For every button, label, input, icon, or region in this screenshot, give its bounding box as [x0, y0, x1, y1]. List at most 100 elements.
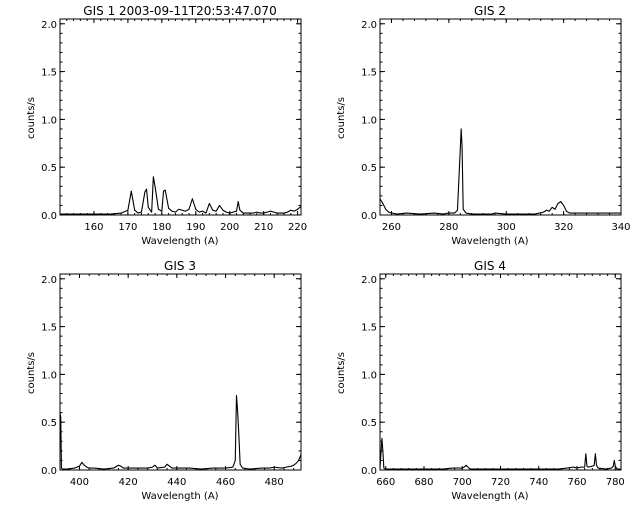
data-point: [261, 467, 263, 469]
x-tick-label: 660: [376, 477, 395, 488]
data-point: [557, 468, 559, 470]
data-point: [293, 210, 295, 212]
plot-area: 260 280 300 320 340 0.0 0.5 1.0 1.5 2.0: [361, 18, 631, 233]
spectrum-line: [379, 437, 621, 470]
y-tick-label: 0.5: [361, 163, 377, 174]
data-point: [237, 201, 239, 203]
data-point: [404, 468, 406, 470]
data-point: [225, 467, 226, 469]
data-point: [586, 465, 588, 467]
data-point: [163, 190, 164, 192]
data-point: [147, 467, 149, 469]
data-point: [130, 190, 132, 192]
data-point: [122, 467, 124, 469]
y-tick-label: 1.5: [41, 68, 57, 79]
data-point: [246, 212, 248, 214]
data-point: [60, 417, 62, 418]
y-tick-label: 1.5: [41, 323, 57, 334]
data-point: [442, 468, 444, 470]
data-point: [465, 212, 467, 214]
x-tick-label: 780: [606, 477, 625, 488]
data-point: [457, 209, 458, 211]
data-point: [225, 211, 227, 213]
data-point: [500, 468, 501, 470]
data-point: [113, 467, 114, 469]
data-point: [93, 213, 95, 215]
data-point: [471, 468, 473, 470]
data-point: [283, 212, 285, 214]
data-point: [266, 211, 268, 213]
data-point: [151, 211, 153, 213]
data-point: [285, 466, 287, 468]
data-point: [154, 185, 156, 187]
data-point: [253, 212, 254, 214]
x-tick-label: 340: [611, 222, 630, 233]
data-point: [614, 465, 616, 467]
data-point: [164, 189, 166, 191]
data-point: [188, 208, 190, 210]
data-point: [176, 467, 178, 469]
data-point: [88, 467, 90, 469]
data-point: [61, 467, 62, 469]
data-point: [273, 466, 275, 468]
plot-frame: [59, 273, 302, 471]
data-point: [276, 212, 278, 214]
data-point: [195, 208, 197, 210]
data-point: [548, 210, 550, 212]
data-point: [120, 212, 122, 214]
data-point: [168, 207, 170, 209]
data-point: [620, 468, 622, 470]
y-axis-label: counts/s: [26, 352, 37, 394]
data-point: [66, 468, 68, 470]
x-axis-label: Wavelength (A): [141, 236, 218, 247]
x-tick-label: 280: [439, 222, 458, 233]
data-point: [181, 209, 183, 211]
y-tick-label: 2.0: [361, 275, 377, 286]
data-point: [620, 212, 622, 214]
data-point: [385, 208, 387, 210]
x-tick-label: 180: [152, 222, 171, 233]
data-point: [566, 210, 567, 212]
data-point: [379, 467, 381, 469]
data-point: [477, 213, 478, 215]
data-point: [616, 468, 618, 470]
data-point: [236, 210, 237, 212]
data-point: [491, 213, 493, 215]
y-tick-label: 1.0: [361, 115, 377, 126]
data-point: [222, 209, 224, 211]
data-point: [588, 466, 589, 468]
data-point: [171, 210, 173, 212]
data-point: [83, 464, 85, 466]
data-point: [465, 464, 467, 466]
panel-title: GIS 4: [474, 259, 506, 273]
panel-gis-2: GIS 2 260 280 300 320 340 0.0 0.5 1.0 1.5 2.0 Wav…: [336, 4, 631, 247]
data-point: [110, 213, 112, 215]
x-tick-label: 170: [118, 222, 137, 233]
data-point: [81, 461, 83, 463]
panel-gis-3: GIS 3 400 420 440 460 480 0.0 0.5 1.0 1.5 2.0 Wav…: [26, 259, 302, 502]
data-point: [568, 212, 570, 214]
data-point: [237, 412, 239, 414]
data-point: [166, 463, 168, 465]
data-point: [191, 198, 193, 200]
data-point: [234, 460, 236, 461]
data-point: [596, 464, 597, 466]
data-point: [146, 188, 147, 190]
plot-area: 160 170 180 190 200 210 220 0.0 0.5 1.0 1.5 2.0: [41, 18, 307, 233]
data-point: [459, 147, 461, 149]
data-point: [263, 212, 265, 214]
data-point: [169, 465, 170, 467]
data-point: [396, 213, 398, 215]
x-tick-label: 190: [186, 222, 205, 233]
data-point: [461, 467, 463, 469]
data-point: [391, 212, 392, 214]
x-tick-label: 680: [414, 477, 433, 488]
data-point: [161, 210, 163, 212]
data-point: [144, 191, 146, 193]
data-point: [580, 466, 582, 468]
data-point: [198, 211, 200, 213]
panel-title: GIS 3: [164, 259, 196, 273]
y-tick-label: 0.5: [41, 163, 57, 174]
data-point: [127, 209, 129, 211]
data-point: [249, 468, 251, 470]
